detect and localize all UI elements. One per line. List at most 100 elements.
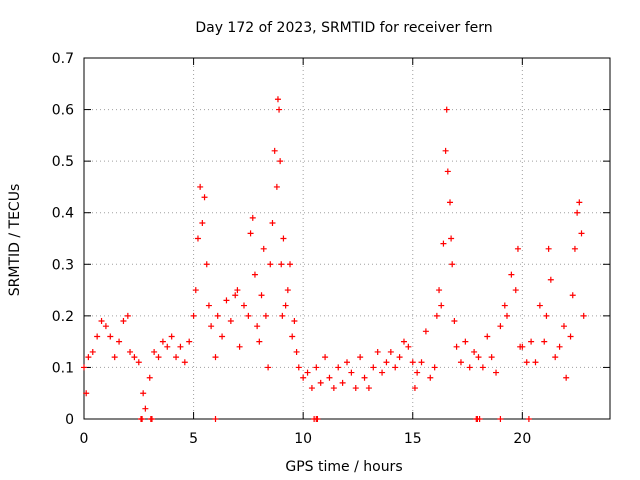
data-point: [501, 302, 508, 309]
data-point: [120, 318, 127, 325]
data-point: [291, 318, 298, 325]
data-point: [201, 194, 208, 201]
data-point: [547, 276, 554, 283]
data-point: [317, 379, 324, 386]
zero-value-point: [476, 416, 483, 422]
data-point: [85, 354, 92, 361]
data-point: [405, 343, 412, 350]
data-point: [304, 369, 311, 376]
data-point: [262, 312, 269, 319]
data-point: [271, 147, 278, 154]
data-point: [98, 318, 105, 325]
data-point: [274, 96, 281, 103]
data-point: [151, 348, 158, 355]
zero-value-point: [497, 416, 504, 422]
data-point: [192, 287, 199, 294]
plot-area-frame: [83, 57, 611, 420]
data-point: [116, 338, 123, 345]
x-tick-label: 5: [189, 431, 198, 447]
data-point: [532, 359, 539, 366]
data-point: [427, 374, 434, 381]
data-point: [379, 369, 386, 376]
data-point: [127, 348, 134, 355]
data-point: [212, 354, 219, 361]
data-point: [528, 338, 535, 345]
data-point: [471, 348, 478, 355]
data-point: [190, 312, 197, 319]
data-point: [177, 343, 184, 350]
data-point: [400, 338, 407, 345]
data-point: [326, 374, 333, 381]
data-point: [357, 354, 364, 361]
data-point: [164, 343, 171, 350]
x-tick-label: 15: [404, 431, 422, 447]
data-point: [519, 343, 526, 350]
data-point: [155, 354, 162, 361]
data-point: [552, 354, 559, 361]
zero-value-point: [314, 416, 321, 422]
data-point: [280, 235, 287, 242]
data-point: [322, 354, 329, 361]
data-point: [208, 323, 215, 330]
data-point: [107, 333, 114, 340]
data-point: [102, 323, 109, 330]
y-tick-label: 0.1: [52, 360, 74, 376]
data-point: [181, 359, 188, 366]
data-point: [571, 245, 578, 252]
data-point: [284, 287, 291, 294]
data-point: [232, 292, 239, 299]
data-point: [563, 374, 570, 381]
data-point: [365, 385, 372, 392]
data-point: [411, 385, 418, 392]
data-point: [361, 374, 368, 381]
data-point: [488, 354, 495, 361]
y-tick-label: 0.5: [52, 154, 74, 170]
gridlines: [84, 58, 610, 419]
data-point: [543, 312, 550, 319]
y-tick-label: 0.6: [52, 103, 74, 119]
data-point: [94, 333, 101, 340]
data-point: [462, 338, 469, 345]
data-point: [313, 364, 320, 371]
data-point: [541, 338, 548, 345]
data-point: [569, 292, 576, 299]
data-point: [383, 359, 390, 366]
data-point: [251, 271, 258, 278]
data-point: [374, 348, 381, 355]
data-point: [140, 390, 147, 397]
data-point: [173, 354, 180, 361]
data-point: [159, 338, 166, 345]
data-point: [442, 147, 449, 154]
data-point: [135, 359, 142, 366]
data-point: [287, 261, 294, 268]
data-point: [580, 312, 587, 319]
data-point: [387, 348, 394, 355]
data-point: [431, 364, 438, 371]
y-tick-label: 0: [65, 412, 74, 428]
data-point: [578, 230, 585, 237]
data-point: [451, 318, 458, 325]
data-point: [567, 333, 574, 340]
data-point: [503, 312, 510, 319]
zero-value-point: [148, 416, 155, 422]
data-point: [348, 369, 355, 376]
data-point: [335, 364, 342, 371]
data-point: [254, 323, 261, 330]
data-point: [508, 271, 515, 278]
data-point: [556, 343, 563, 350]
data-point: [512, 287, 519, 294]
zero-value-point: [139, 416, 146, 422]
data-point: [223, 297, 230, 304]
data-point: [267, 261, 274, 268]
data-point: [438, 302, 445, 309]
data-point: [514, 245, 521, 252]
data-point: [240, 302, 247, 309]
data-point: [203, 261, 210, 268]
zero-value-point: [525, 416, 532, 422]
data-point: [576, 199, 583, 206]
data-point: [493, 369, 500, 376]
data-point: [370, 364, 377, 371]
data-point: [89, 348, 96, 355]
